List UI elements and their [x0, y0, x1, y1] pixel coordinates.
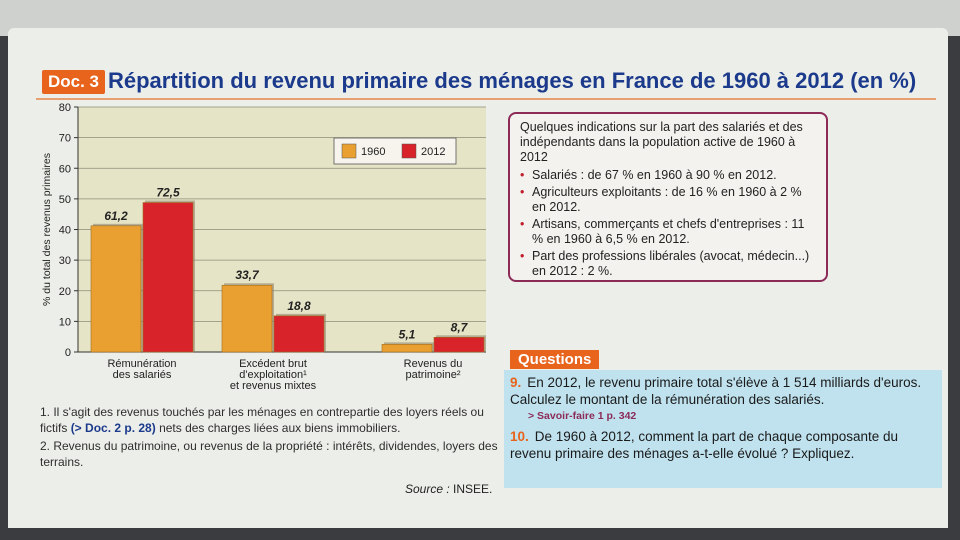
y-axis-label: % du total des revenus primaires: [41, 153, 53, 306]
category-label: et revenus mixtes: [230, 380, 317, 392]
info-item: Artisans, commerçants et chefs d'entrepr…: [520, 217, 816, 247]
bar-2012: [273, 315, 325, 353]
legend-swatch-2012: [401, 143, 417, 159]
bar-1960: [90, 225, 142, 353]
doc-tag: Doc. 3: [42, 70, 106, 94]
bar-1960: [381, 344, 433, 353]
y-tick-label: 0: [65, 347, 71, 359]
category-label: des salariés: [113, 369, 172, 381]
questions-heading: Questions: [510, 350, 600, 369]
bar-2012: [142, 202, 194, 353]
source-line: Source : INSEE.: [405, 482, 492, 496]
footnote-1-text-b: nets des charges liées aux biens immobil…: [159, 421, 401, 435]
data-label: 5,1: [399, 327, 416, 341]
data-label: 72,5: [156, 186, 180, 200]
bar-2012: [433, 337, 485, 353]
y-tick-label: 60: [59, 163, 71, 175]
y-tick-label: 70: [59, 133, 71, 145]
footnote-1-reference: (> Doc. 2 p. 28): [70, 421, 156, 435]
y-tick-label: 10: [59, 316, 71, 328]
info-box-list: Salariés : de 67 % en 1960 à 90 % en 201…: [520, 168, 816, 279]
info-box-intro: Quelques indications sur la part des sal…: [520, 120, 803, 164]
y-tick-label: 40: [59, 225, 71, 237]
source-label: Source :: [405, 482, 450, 496]
info-item: Agriculteurs exploitants : de 16 % en 19…: [520, 185, 816, 215]
legend-label-1960: 1960: [361, 146, 385, 158]
data-label: 8,7: [451, 320, 469, 334]
source-value: INSEE.: [453, 482, 493, 496]
info-item: Part des professions libérales (avocat, …: [520, 249, 816, 279]
category-label: d'exploitation¹: [239, 369, 307, 381]
category-label: Revenus du: [404, 358, 463, 370]
question-10-number: 10.: [510, 429, 529, 444]
question-9: 9. En 2012, le revenu primaire total s'él…: [510, 374, 930, 408]
legend-swatch-1960: [341, 143, 357, 159]
y-tick-label: 20: [59, 286, 71, 298]
category-label: Rémunération: [107, 358, 176, 370]
footnote-2: 2. Revenus du patrimoine, ou revenus de …: [40, 439, 498, 469]
title-divider: [36, 98, 936, 100]
info-box: Quelques indications sur la part des sal…: [508, 112, 828, 282]
question-9-text: En 2012, le revenu primaire total s'élèv…: [510, 375, 922, 407]
data-label: 33,7: [235, 268, 260, 282]
question-10-text: De 1960 à 2012, comment la part de chaqu…: [510, 429, 899, 461]
legend-label-2012: 2012: [421, 146, 445, 158]
savoir-faire-link[interactable]: > Savoir-faire 1 p. 342: [528, 410, 637, 422]
y-tick-label: 30: [59, 255, 71, 267]
bar-chart: 0 10 20 30 40 50 60 70 80 % du total des revenus …: [41, 102, 486, 392]
footnotes: 1. Il s'agit des revenus touchés par les…: [40, 404, 500, 472]
data-label: 61,2: [104, 209, 128, 223]
y-tick-label: 80: [59, 102, 71, 114]
data-label: 18,8: [287, 299, 311, 313]
footnote-1-text-a: 1. Il s'agit des revenus touchés par les…: [40, 405, 484, 435]
info-item: Salariés : de 67 % en 1960 à 90 % en 201…: [520, 168, 816, 183]
page-title: Répartition du revenu primaire des ménag…: [108, 68, 917, 93]
y-tick-label: 50: [59, 194, 71, 206]
category-label: patrimoine²: [405, 369, 460, 381]
category-label: Excédent brut: [239, 358, 307, 370]
question-10: 10. De 1960 à 2012, comment la part de ch…: [510, 428, 930, 462]
questions-panel: [504, 370, 942, 488]
question-9-number: 9.: [510, 375, 522, 390]
footnote-1: 1. Il s'agit des revenus touchés par les…: [40, 404, 500, 436]
bar-1960: [221, 284, 273, 353]
